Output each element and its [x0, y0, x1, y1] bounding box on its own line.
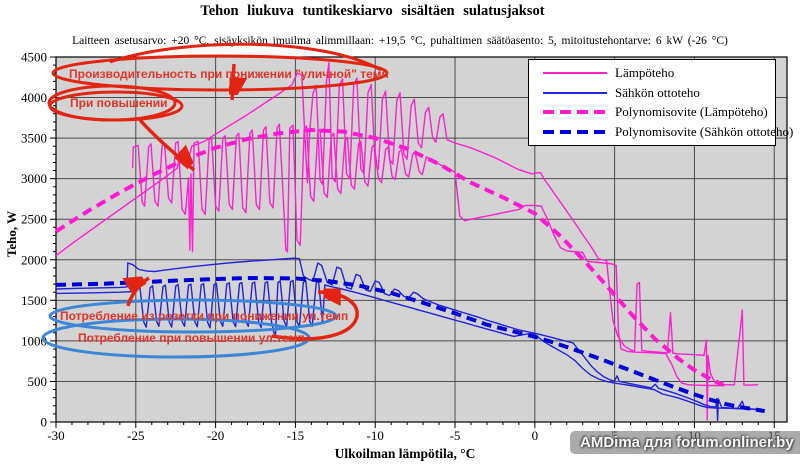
- annotation-oval: [48, 90, 184, 122]
- legend-box: Lämpöteho Sähkön ottoteho Polynomisovite…: [528, 59, 793, 146]
- legend-label: Polynomisovite (Lämpöteho): [615, 104, 768, 120]
- x-tick-label: -30: [47, 428, 64, 443]
- x-tick-label: -20: [207, 428, 224, 443]
- annotation-consumption-decreasing-temp: Потребление из розетки при понижении ул.…: [60, 309, 349, 323]
- legend-item-lampoteho: Lämpöteho: [543, 63, 775, 82]
- x-axis-title: Ulkoilman lämpötila, °C: [334, 446, 476, 461]
- y-tick-label: 2000: [21, 252, 47, 267]
- annotation-consumption-increasing-temp: Потребление при повышении ул.темп.: [78, 331, 309, 345]
- annotation-oval: [48, 298, 338, 334]
- legend-line-sample: [543, 91, 607, 94]
- legend-line-sample: [543, 71, 607, 74]
- plot-border: [55, 56, 788, 423]
- watermark: AMDima для forum.onliner.by: [570, 431, 800, 454]
- annotation-capacity-decreasing-temp: Производительность при понижении "улично…: [69, 67, 389, 81]
- y-tick-label: 4000: [21, 90, 47, 105]
- legend-label: Polynomisovite (Sähkön ottoteho): [615, 124, 794, 140]
- series-line-1: [55, 257, 759, 422]
- legend-dash-sample: [543, 110, 607, 115]
- x-tick-label: -10: [367, 428, 384, 443]
- legend-label: Lämpöteho: [615, 64, 675, 80]
- y-tick-label: 3500: [21, 131, 47, 146]
- legend-item-sahkon-ottoteho: Sähkön ottoteho: [543, 83, 775, 102]
- chart-title: Tehon liukuva tuntikeskiarvo sisältäen s…: [200, 3, 545, 19]
- y-tick-label: 1000: [21, 333, 47, 348]
- y-tick-label: 0: [41, 415, 48, 430]
- series-line-3: [55, 276, 766, 414]
- legend-label: Sähkön ottoteho: [615, 84, 700, 100]
- annotation-arrow-up-right: [128, 278, 150, 307]
- x-tick-label: 0: [532, 428, 539, 443]
- annotation-capacity-increasing-temp: При повышении: [70, 96, 168, 110]
- annotation-arrow-to-fit: [138, 118, 194, 172]
- y-tick-label: 2500: [21, 212, 47, 227]
- annotation-arrow-down: [232, 63, 234, 101]
- x-tick-label: -25: [127, 428, 144, 443]
- y-tick-label: 500: [28, 374, 48, 389]
- annotation-arrow-hook: [271, 292, 359, 341]
- x-tick-label: -5: [450, 428, 461, 443]
- annotation-oval: [51, 54, 389, 92]
- legend-item-poly-sahkon-ottoteho: Polynomisovite (Sähkön ottoteho): [543, 123, 793, 142]
- legend-dash-sample: [543, 130, 607, 135]
- legend-item-poly-lampoteho: Polynomisovite (Lämpöteho): [543, 103, 775, 122]
- y-axis-title: Teho, W: [4, 210, 19, 258]
- y-tick-label: 4500: [21, 50, 47, 65]
- y-tick-label: 1500: [21, 293, 47, 308]
- x-tick-label: -15: [287, 428, 304, 443]
- y-tick-label: 3000: [21, 171, 47, 186]
- annotation-oval: [109, 42, 382, 72]
